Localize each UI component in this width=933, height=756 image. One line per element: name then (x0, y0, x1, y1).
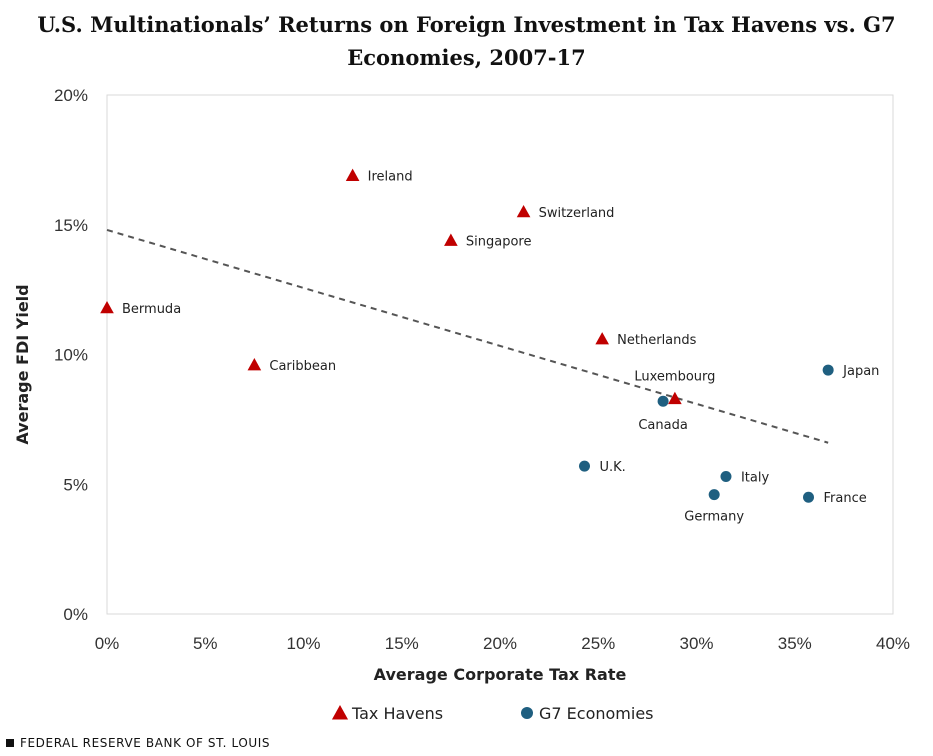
point-luxembourg-marker (668, 391, 682, 405)
point-switzerland-marker (516, 204, 531, 218)
chart-title: U.S. Multinationals’ Returns on Foreign … (0, 8, 933, 74)
x-tick-label: 5% (193, 634, 218, 653)
y-tick-label: 5% (63, 475, 88, 494)
x-tick-label: 10% (286, 634, 320, 653)
chart-title-line-1: U.S. Multinationals’ Returns on Foreign … (37, 12, 896, 37)
point-u-k-marker (578, 460, 590, 472)
legend-label-g7: G7 Economies (539, 704, 654, 723)
legend-label-tax-havens: Tax Havens (351, 704, 443, 723)
legend-circle-icon (521, 707, 533, 719)
point-italy-marker (720, 470, 732, 482)
point-switzerland-label: Switzerland (539, 206, 615, 221)
trend-line (106, 228, 829, 444)
footer-text: FEDERAL RESERVE BANK OF ST. LOUIS (20, 736, 271, 750)
point-japan-marker (822, 364, 834, 376)
point-luxembourg-label: Luxembourg (634, 370, 715, 385)
plot-area (106, 94, 894, 615)
x-tick-label: 15% (385, 634, 419, 653)
chart-title-line-2: Economies, 2007-17 (347, 45, 586, 70)
footer: FEDERAL RESERVE BANK OF ST. LOUIS (6, 736, 270, 750)
point-bermuda-label: Bermuda (122, 302, 181, 317)
point-canada-marker (657, 395, 669, 407)
scatter-chart: 0%5%10%15%20% 0% 5% 10% 15% 20% 25% 30% 35% 40% … (13, 86, 910, 723)
point-singapore-marker (444, 233, 458, 246)
x-tick-label: 25% (581, 634, 615, 653)
point-singapore-label: Singapore (466, 234, 532, 249)
point-bermuda-marker (100, 300, 114, 314)
x-axis-title: Average Corporate Tax Rate (374, 665, 627, 684)
x-tick-label: 40% (876, 634, 910, 653)
y-axis-ticks: 0% 5% 10% 15% 20% (54, 86, 88, 624)
point-caribbean-marker (247, 358, 262, 371)
y-tick-label: 0% (63, 605, 88, 624)
point-u-k-label: U.K. (599, 460, 625, 475)
y-tick-label: 20% (54, 86, 88, 105)
y-tick-label: 15% (54, 216, 88, 235)
x-tick-label: 30% (679, 634, 713, 653)
y-tick-label: 10% (54, 346, 88, 365)
point-ireland-marker (345, 168, 360, 181)
legend-triangle-icon (331, 704, 349, 720)
point-germany-label: Germany (684, 510, 744, 525)
point-caribbean-label: Caribbean (269, 359, 336, 374)
point-netherlands-label: Netherlands (617, 333, 696, 348)
point-canada-label: Canada (638, 418, 687, 433)
y-axis-title: Average FDI Yield (13, 284, 32, 444)
point-germany-marker (708, 489, 720, 501)
x-tick-label: 0% (95, 634, 120, 653)
point-italy-label: Italy (741, 470, 770, 485)
legend: Tax Havens G7 Economies (331, 704, 654, 723)
point-ireland-label: Ireland (368, 169, 413, 184)
point-netherlands-marker (595, 332, 609, 345)
point-japan-label: Japan (842, 364, 879, 379)
data-points: Ireland Switzerland Singapore Bermuda Nether… (100, 168, 879, 525)
point-france-label: France (824, 491, 867, 506)
x-tick-label: 20% (483, 634, 517, 653)
x-tick-label: 35% (778, 634, 812, 653)
footer-square-icon (6, 739, 14, 747)
x-axis-ticks: 0% 5% 10% 15% 20% 25% 30% 35% 40% (95, 634, 910, 653)
point-france-marker (803, 491, 815, 503)
